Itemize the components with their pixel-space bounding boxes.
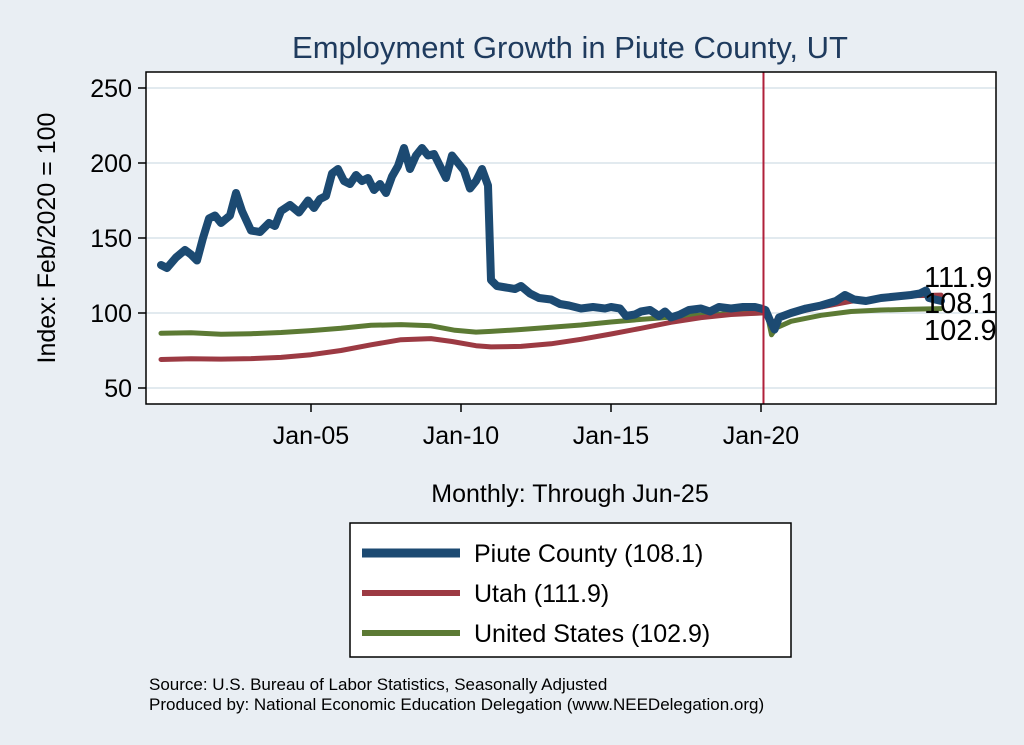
- x-tick-label-Jan-10: Jan-10: [423, 422, 499, 450]
- end-label-utah: 111.9: [924, 262, 992, 294]
- x-tick-label-Jan-15: Jan-15: [573, 422, 649, 450]
- y-tick-label-200: 200: [90, 150, 132, 178]
- y-axis-title: Index: Feb/2020 = 100: [33, 113, 61, 364]
- legend-label-utah: Utah (111.9): [474, 580, 609, 608]
- legend-label-united-states: United States (102.9): [474, 620, 710, 648]
- series-line-united-states: [158, 306, 944, 338]
- y-tick-label-50: 50: [104, 375, 132, 403]
- series-line-piute-county: [157, 144, 945, 334]
- grid-lines: [146, 87, 996, 389]
- y-tick-label-100: 100: [90, 300, 132, 328]
- source-note: Source: U.S. Bureau of Labor Statistics,…: [149, 675, 607, 694]
- chart-title: Employment Growth in Piute County, UT: [292, 30, 848, 65]
- x-axis: Jan-05 Jan-10 Jan-15 Jan-20: [273, 404, 799, 450]
- producer-note: Produced by: National Economic Education…: [149, 695, 764, 714]
- end-label-united-states: 102.9: [924, 315, 997, 347]
- y-tick-label-250: 250: [90, 75, 132, 103]
- series-layer: [157, 144, 945, 362]
- legend: Piute County (108.1) Utah (111.9) United S…: [349, 522, 792, 658]
- y-tick-label-150: 150: [90, 225, 132, 253]
- end-label-piute-county: 108.1: [924, 288, 997, 320]
- x-tick-label-Jan-20: Jan-20: [723, 422, 799, 450]
- x-tick-label-Jan-05: Jan-05: [273, 422, 349, 450]
- y-axis: 50 100 150 200 250: [90, 75, 146, 403]
- legend-label-piute-county: Piute County (108.1): [474, 540, 703, 568]
- x-axis-title: Monthly: Through Jun-25: [431, 480, 708, 508]
